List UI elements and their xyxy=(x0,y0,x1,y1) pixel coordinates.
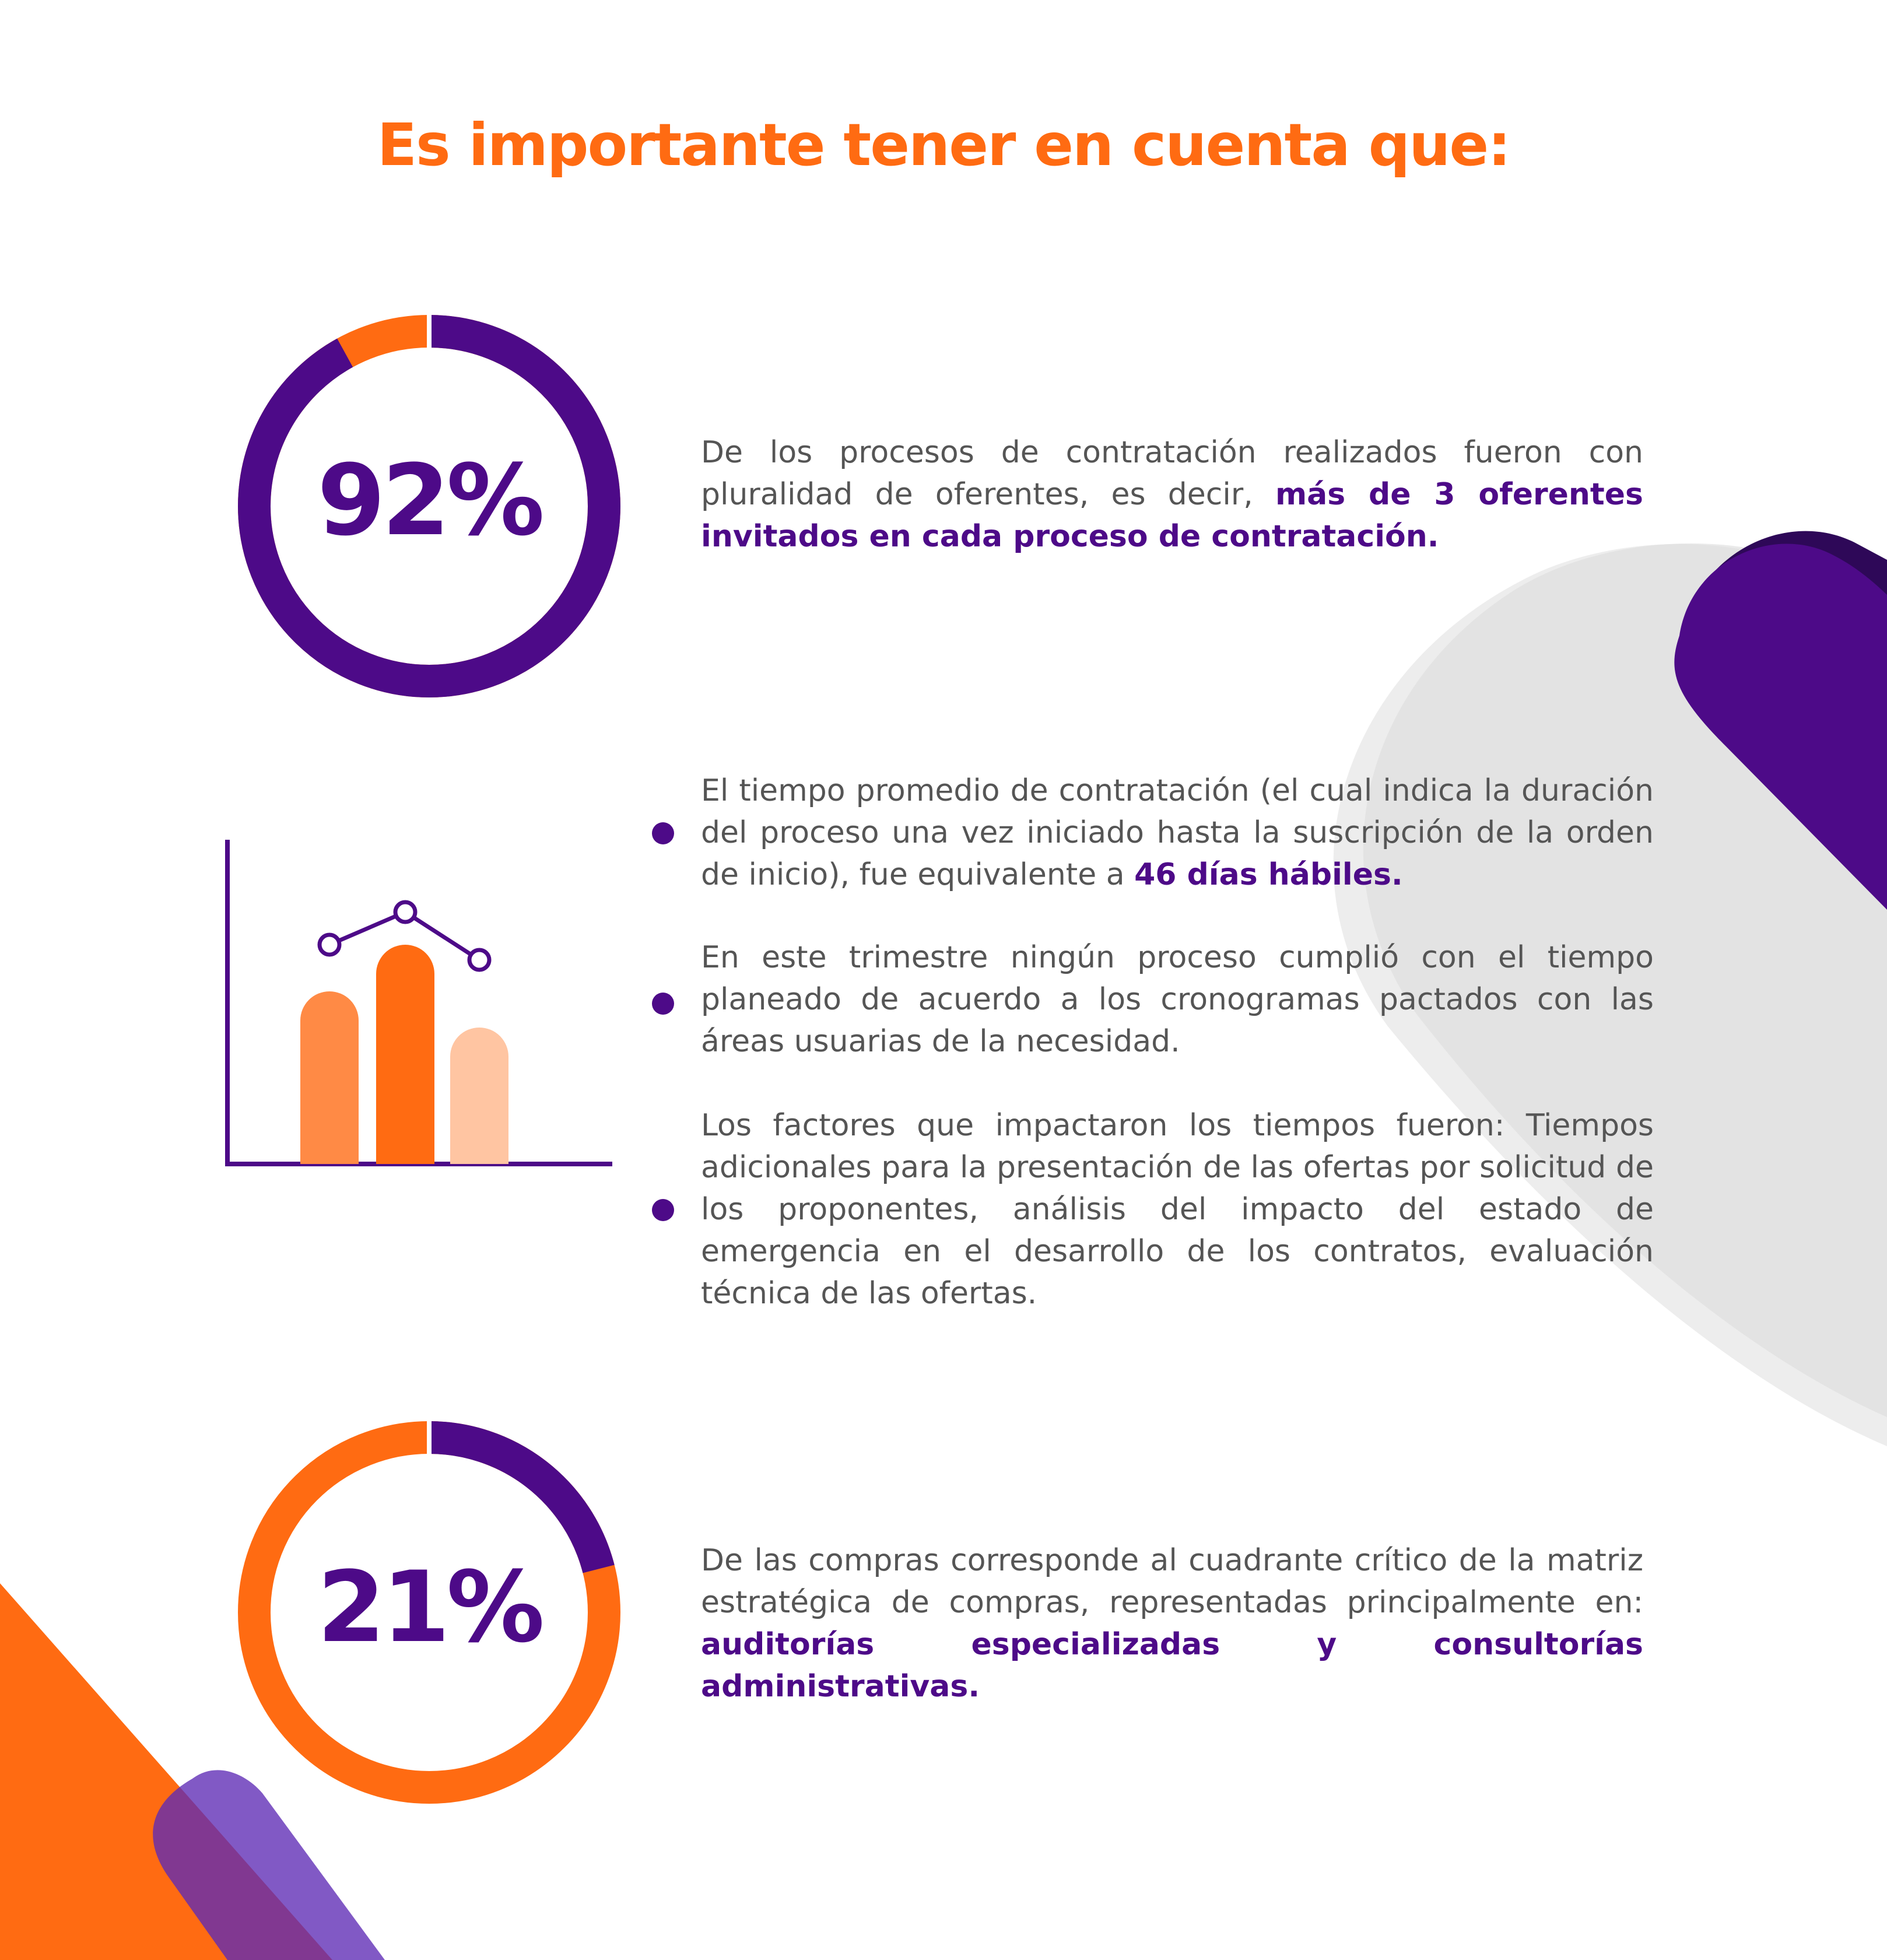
stat-92-highlight: más de 3 oferentes invitados en cada pro… xyxy=(701,477,1643,554)
chart-icon-point-3 xyxy=(467,948,492,972)
stat-92-text: De los procesos de contratación realizad… xyxy=(701,435,1643,512)
donut-92 xyxy=(238,314,620,697)
stat-21-text: De las compras corresponde al cuadrante … xyxy=(701,1543,1643,1620)
donut-21 xyxy=(238,1420,620,1804)
bullet-2-plain: En este trimestre ningún proceso cumplió… xyxy=(701,940,1654,1059)
stat-92-value: 92% xyxy=(317,443,545,558)
bar-chart-icon xyxy=(225,840,612,1166)
stat-21-highlight: auditorías especializadas y consultorías… xyxy=(701,1627,1643,1704)
bullet-3-plain: Los factores que impactaron los tiempos … xyxy=(701,1108,1654,1311)
purple-capsule xyxy=(153,1770,385,1960)
bullet-dot-2 xyxy=(652,993,674,1015)
bullet-1-plain: El tiempo promedio de contratación (el c… xyxy=(701,773,1654,892)
stat-21-description: De las compras corresponde al cuadrante … xyxy=(701,1540,1643,1707)
bullet-1-text: El tiempo promedio de contratación (el c… xyxy=(701,770,1654,896)
bullet-dot-3 xyxy=(652,1199,674,1221)
chart-icon-point-2 xyxy=(393,900,418,924)
bullet-dot-1 xyxy=(652,822,674,844)
bullet-2-text: En este trimestre ningún proceso cumplió… xyxy=(701,937,1654,1063)
bullet-1-highlight: 46 días hábiles. xyxy=(1134,857,1403,892)
chart-icon-bar-1 xyxy=(300,991,359,1164)
stat-92-description: De los procesos de contratación realizad… xyxy=(701,432,1643,558)
bullet-3-text: Los factores que impactaron los tiempos … xyxy=(701,1105,1654,1314)
chart-icon-point-1 xyxy=(317,932,342,957)
chart-icon-bar-2 xyxy=(376,945,434,1164)
chart-icon-bar-3 xyxy=(450,1028,508,1164)
page-title: Es importante tener en cuenta que: xyxy=(377,111,1511,179)
purple-band xyxy=(1674,544,1887,910)
stat-21-value: 21% xyxy=(317,1550,545,1664)
